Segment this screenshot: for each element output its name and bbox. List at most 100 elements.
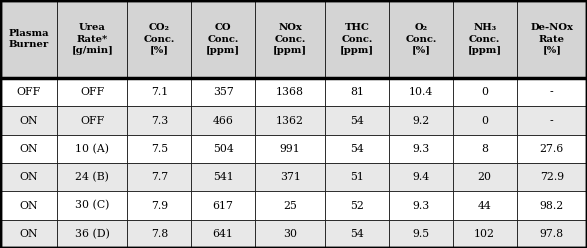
Text: 7.8: 7.8	[151, 229, 168, 239]
Bar	[127, 220, 191, 248]
Bar	[453, 220, 517, 248]
Bar	[453, 0, 517, 78]
Text: ON: ON	[19, 116, 38, 125]
Text: 371: 371	[280, 172, 301, 182]
Text: 97.8: 97.8	[539, 229, 564, 239]
Bar	[57, 78, 127, 106]
Text: -: -	[550, 87, 554, 97]
Bar	[255, 220, 325, 248]
Text: OFF: OFF	[80, 87, 104, 97]
Text: 357: 357	[212, 87, 234, 97]
Bar	[57, 106, 127, 135]
Bar	[127, 163, 191, 191]
Bar	[453, 135, 517, 163]
Text: 0: 0	[481, 87, 488, 97]
Bar	[127, 106, 191, 135]
Text: ON: ON	[19, 172, 38, 182]
Bar	[453, 106, 517, 135]
Bar	[517, 220, 587, 248]
Bar	[255, 78, 325, 106]
Text: ON: ON	[19, 144, 38, 154]
Bar	[325, 78, 389, 106]
Text: 1362: 1362	[276, 116, 304, 125]
Bar	[389, 220, 453, 248]
Text: OFF: OFF	[16, 87, 41, 97]
Text: 7.1: 7.1	[151, 87, 168, 97]
Bar	[57, 220, 127, 248]
Bar	[191, 78, 255, 106]
Bar	[517, 0, 587, 78]
Text: 54: 54	[350, 116, 364, 125]
Bar	[517, 106, 587, 135]
Text: 9.5: 9.5	[413, 229, 430, 239]
Text: 9.2: 9.2	[412, 116, 430, 125]
Bar	[57, 163, 127, 191]
Bar	[453, 191, 517, 220]
Bar	[127, 191, 191, 220]
Bar	[453, 78, 517, 106]
Text: THC
Conc.
[ppm]: THC Conc. [ppm]	[340, 24, 375, 55]
Bar	[127, 78, 191, 106]
Bar	[517, 191, 587, 220]
Text: 0: 0	[481, 116, 488, 125]
Bar	[325, 135, 389, 163]
Bar	[0, 220, 57, 248]
Text: 72.9: 72.9	[539, 172, 564, 182]
Text: 24 (B): 24 (B)	[75, 172, 109, 182]
Bar	[389, 0, 453, 78]
Bar	[191, 191, 255, 220]
Text: Plasma
Burner: Plasma Burner	[8, 29, 49, 49]
Text: 52: 52	[350, 201, 364, 211]
Text: -: -	[550, 116, 554, 125]
Text: 51: 51	[350, 172, 364, 182]
Text: 641: 641	[212, 229, 234, 239]
Bar	[127, 135, 191, 163]
Bar	[255, 135, 325, 163]
Bar	[0, 135, 57, 163]
Bar	[389, 191, 453, 220]
Bar	[57, 0, 127, 78]
Text: NH₃
Conc.
[ppm]: NH₃ Conc. [ppm]	[468, 24, 502, 55]
Bar	[0, 163, 57, 191]
Text: O₂
Conc.
[%]: O₂ Conc. [%]	[405, 24, 437, 55]
Bar	[0, 78, 57, 106]
Text: Urea
Rate*
[g/min]: Urea Rate* [g/min]	[71, 24, 113, 55]
Text: 102: 102	[474, 229, 495, 239]
Text: 7.7: 7.7	[151, 172, 168, 182]
Text: 541: 541	[212, 172, 234, 182]
Text: 7.5: 7.5	[151, 144, 168, 154]
Text: 9.3: 9.3	[412, 201, 430, 211]
Bar	[191, 0, 255, 78]
Text: 1368: 1368	[276, 87, 304, 97]
Bar	[517, 135, 587, 163]
Text: 466: 466	[212, 116, 234, 125]
Bar	[255, 0, 325, 78]
Text: 81: 81	[350, 87, 364, 97]
Bar	[0, 0, 57, 78]
Bar	[0, 106, 57, 135]
Bar	[325, 191, 389, 220]
Bar	[517, 78, 587, 106]
Text: 36 (D): 36 (D)	[75, 229, 110, 239]
Text: 9.3: 9.3	[412, 144, 430, 154]
Bar	[191, 220, 255, 248]
Bar	[517, 163, 587, 191]
Bar	[191, 106, 255, 135]
Bar	[325, 220, 389, 248]
Text: OFF: OFF	[80, 116, 104, 125]
Bar	[57, 135, 127, 163]
Bar	[255, 163, 325, 191]
Bar	[389, 106, 453, 135]
Text: CO
Conc.
[ppm]: CO Conc. [ppm]	[206, 24, 240, 55]
Text: 44: 44	[478, 201, 491, 211]
Text: 504: 504	[212, 144, 234, 154]
Bar	[325, 163, 389, 191]
Bar	[255, 191, 325, 220]
Text: 54: 54	[350, 144, 364, 154]
Text: De-NOx
Rate
[%]: De-NOx Rate [%]	[530, 24, 573, 55]
Bar	[255, 106, 325, 135]
Text: 10 (A): 10 (A)	[75, 144, 109, 154]
Bar	[389, 135, 453, 163]
Bar	[389, 163, 453, 191]
Text: ON: ON	[19, 201, 38, 211]
